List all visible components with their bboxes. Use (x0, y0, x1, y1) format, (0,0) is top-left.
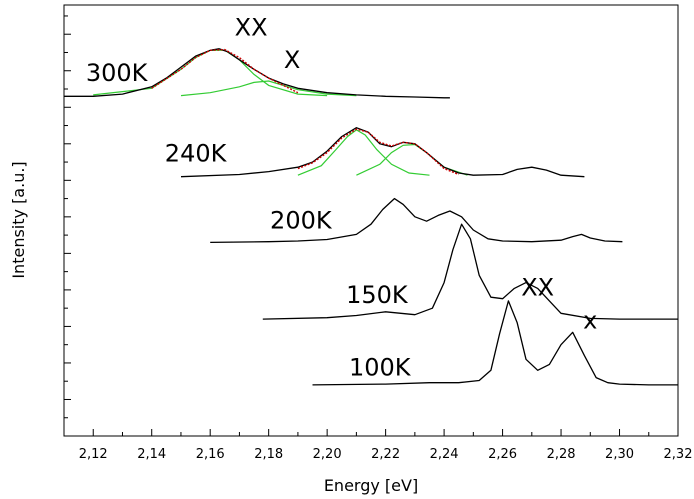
x-tick-label: 2,28 (547, 447, 576, 462)
spectrum-line (180, 127, 585, 178)
fit-components (93, 49, 468, 176)
annotation-label: X (284, 46, 300, 74)
annotation-label: 100K (349, 353, 412, 381)
x-tick-label: 2,30 (605, 447, 634, 462)
x-tick-label: 2,32 (664, 447, 693, 462)
x-tick-label: 2,14 (137, 447, 166, 462)
y-ticks (64, 15, 71, 419)
x-tick-label: 2,16 (196, 447, 225, 462)
annotation-label: 200K (270, 207, 333, 235)
annotation-label: 240K (165, 139, 228, 167)
annotation-label: 150K (346, 281, 409, 309)
fit-curves (151, 48, 459, 176)
spectrum-line (210, 197, 623, 244)
annotation-label: XX (521, 274, 554, 302)
annotation-label: 300K (86, 59, 149, 87)
spectrum-line (262, 223, 678, 320)
x-tick-label: 2,22 (371, 447, 400, 462)
fit-curve-line (151, 48, 299, 94)
fit-component-line (180, 80, 357, 97)
annotation-label: XX (235, 14, 268, 42)
x-tick-label: 2,12 (79, 447, 108, 462)
plot-frame (63, 4, 679, 437)
x-ticks: 2,12 2,14 2,16 2,18 2,20 2,22 2,24 2,26 2,28 2,30… (63, 429, 693, 462)
x-tick-label: 2,18 (254, 447, 283, 462)
fit-component-line (297, 129, 430, 176)
x-tick-label: 2,24 (430, 447, 459, 462)
spectrum-line (312, 300, 678, 386)
y-axis-title: Intensity [a.u.] (9, 161, 28, 278)
spectrum-line (64, 48, 450, 99)
x-tick-label: 2,20 (313, 447, 342, 462)
fit-component-line (356, 143, 468, 176)
annotation-label: x (583, 307, 597, 335)
spectra (64, 48, 678, 386)
x-tick-label: 2,26 (488, 447, 517, 462)
fit-curve-line (297, 128, 459, 176)
x-axis-title: Energy [eV] (324, 476, 418, 495)
